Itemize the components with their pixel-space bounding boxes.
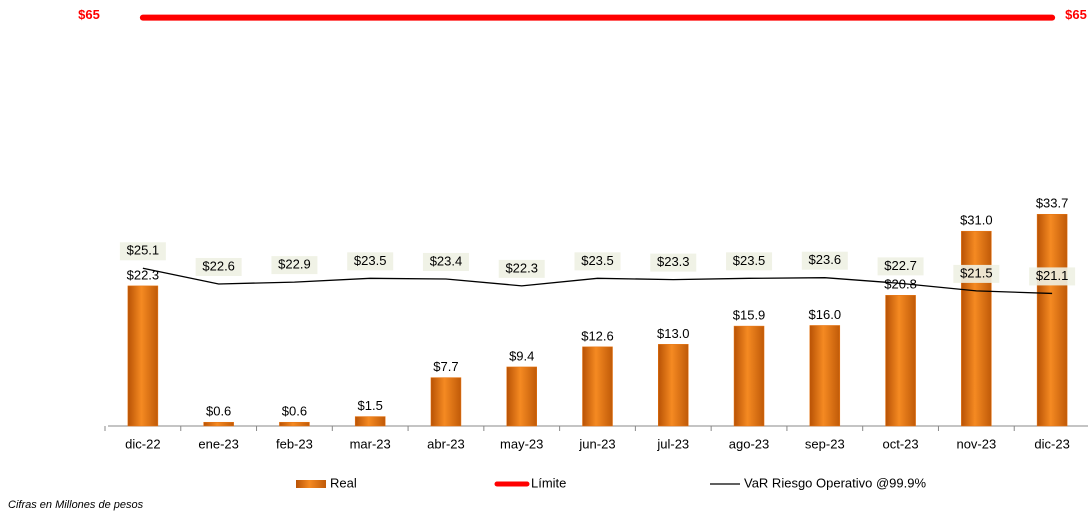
var-value-label: $25.1 — [127, 243, 160, 258]
bar — [354, 416, 386, 427]
var-value-label-group: $21.5 — [953, 264, 1000, 283]
legend-label: VaR Riesgo Operativo @99.9% — [744, 475, 926, 490]
x-tick-label: dic-22 — [125, 436, 160, 451]
bar — [1036, 213, 1068, 427]
bar — [961, 230, 992, 427]
var-value-label: $22.3 — [505, 260, 538, 275]
bar-value-label: $22.3 — [127, 267, 160, 282]
var-value-label: $22.6 — [202, 258, 235, 273]
x-tick-label: ago-23 — [729, 436, 769, 451]
limit-value-label: $65 — [78, 7, 100, 22]
var-value-label: $23.5 — [733, 253, 766, 268]
bar — [506, 366, 537, 427]
label-background — [650, 253, 697, 272]
var-value-label: $21.1 — [1036, 268, 1069, 283]
bar — [430, 377, 462, 427]
bar-value-label: $0.6 — [206, 404, 231, 419]
limit-value-label: $65 — [1065, 7, 1087, 22]
bar-value-label: $9.4 — [509, 348, 534, 363]
var-value-label-group: $22.3 — [498, 259, 545, 278]
x-tick-label: feb-23 — [276, 436, 313, 451]
legend-swatch — [296, 480, 326, 488]
label-background — [1029, 267, 1076, 286]
label-background — [271, 256, 318, 275]
legend-label: Límite — [531, 475, 566, 490]
var-value-label-group: $21.1 — [1029, 267, 1076, 286]
var-value-label: $23.5 — [581, 253, 614, 268]
label-background — [498, 259, 545, 278]
var-value-label: $22.7 — [884, 258, 917, 273]
bar-value-label: $1.5 — [358, 398, 383, 413]
x-tick-label: jun-23 — [578, 436, 615, 451]
var-value-label: $23.5 — [354, 253, 387, 268]
bar-value-label: $15.9 — [733, 308, 766, 323]
bar — [203, 421, 234, 427]
bar — [733, 325, 765, 427]
bar-value-label: $0.6 — [282, 404, 307, 419]
x-tick-label: dic-23 — [1034, 436, 1069, 451]
var-value-label: $23.4 — [430, 253, 463, 268]
bar — [809, 325, 841, 427]
bar — [279, 421, 310, 427]
var-value-label-group: $25.1 — [119, 242, 166, 261]
var-value-label-group: $23.5 — [726, 252, 773, 271]
var-value-label-group: $23.4 — [422, 252, 469, 271]
label-background — [195, 257, 242, 276]
var-value-label-group: $23.6 — [801, 251, 848, 270]
bar-value-label: $16.0 — [809, 307, 842, 322]
var-value-label: $23.3 — [657, 254, 690, 269]
var-value-label-group: $22.6 — [195, 257, 242, 276]
bar-value-label: $33.7 — [1036, 196, 1069, 211]
x-tick-label: ene-23 — [198, 436, 238, 451]
var-value-label: $22.9 — [278, 257, 311, 272]
label-background — [574, 252, 621, 271]
var-value-label: $21.5 — [960, 265, 993, 280]
bar — [885, 295, 916, 427]
x-tick-label: nov-23 — [956, 436, 996, 451]
label-background — [119, 242, 166, 261]
footnote: Cifras en Millones de pesos — [8, 499, 144, 511]
bar — [582, 346, 613, 427]
bar — [658, 344, 689, 427]
x-tick-label: jul-23 — [656, 436, 689, 451]
legend-label: Real — [330, 475, 357, 490]
label-background — [953, 264, 1000, 283]
var-line — [142, 267, 1053, 295]
var-value-label-group: $22.7 — [877, 257, 924, 276]
label-background — [422, 252, 469, 271]
bar-value-label: $12.6 — [581, 328, 614, 343]
bar-value-label: $13.0 — [657, 326, 690, 341]
var-value-label-group: $23.5 — [347, 252, 394, 271]
x-tick-label: mar-23 — [350, 436, 391, 451]
x-tick-label: may-23 — [500, 436, 543, 451]
label-background — [347, 252, 394, 271]
bar-value-label: $20.8 — [884, 277, 917, 292]
label-background — [726, 252, 773, 271]
label-background — [801, 251, 848, 270]
var-value-label-group: $22.9 — [271, 256, 318, 275]
var-value-label: $23.6 — [809, 252, 842, 267]
var-value-label-group: $23.5 — [574, 252, 621, 271]
var-value-label-group: $23.3 — [650, 253, 697, 272]
bar-value-label: $31.0 — [960, 213, 993, 228]
x-tick-label: abr-23 — [427, 436, 465, 451]
bar — [127, 285, 159, 427]
bar-value-label: $7.7 — [433, 359, 458, 374]
label-background — [877, 257, 924, 276]
x-tick-label: oct-23 — [883, 436, 919, 451]
x-tick-label: sep-23 — [805, 436, 845, 451]
